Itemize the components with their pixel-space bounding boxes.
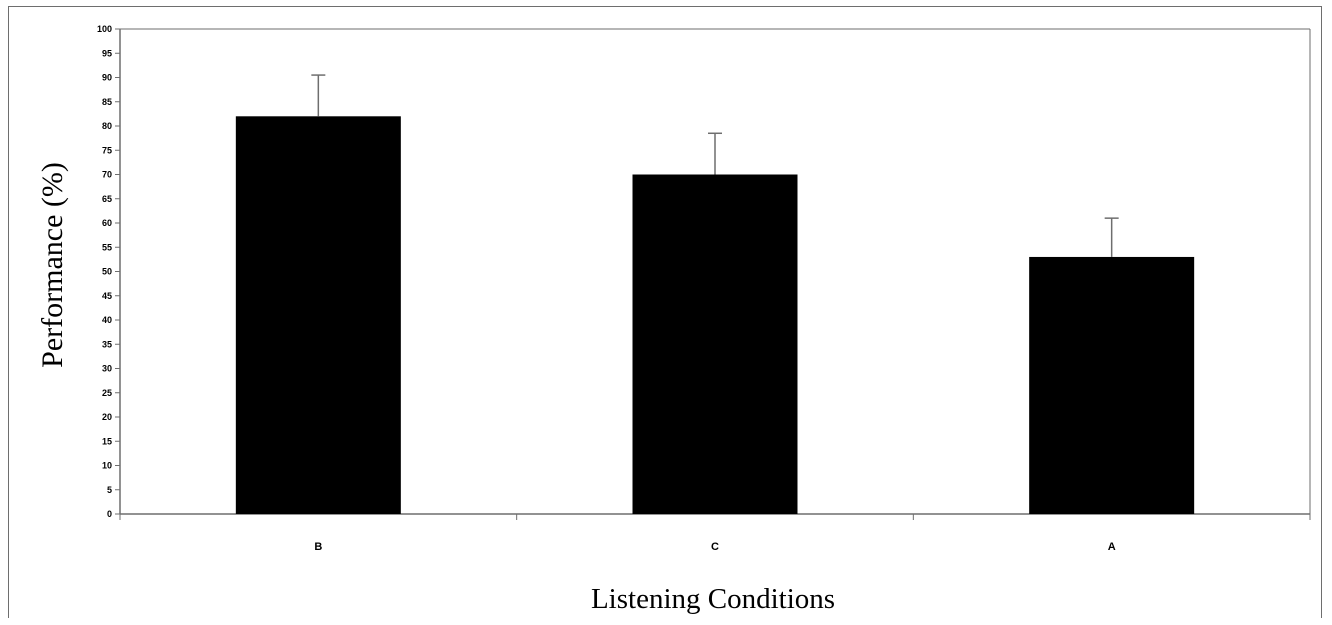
x-axis-title: Listening Conditions bbox=[591, 583, 835, 615]
y-tick-label: 20 bbox=[102, 412, 112, 422]
y-tick-label: 30 bbox=[102, 364, 112, 374]
y-tick-label: 60 bbox=[102, 218, 112, 228]
bar bbox=[235, 116, 401, 515]
y-tick-label: 0 bbox=[107, 509, 112, 519]
y-tick-label: 65 bbox=[102, 194, 112, 204]
y-tick-label: 50 bbox=[102, 267, 112, 277]
y-tick-label: 15 bbox=[102, 436, 112, 446]
y-tick-label: 75 bbox=[102, 145, 112, 155]
y-tick-label: 10 bbox=[102, 461, 112, 471]
y-tick-label: 85 bbox=[102, 97, 112, 107]
y-tick-label: 55 bbox=[102, 242, 112, 252]
x-tick-label: C bbox=[711, 541, 719, 553]
x-tick-label: B bbox=[314, 541, 322, 553]
y-tick-label: 80 bbox=[102, 121, 112, 131]
bar bbox=[632, 174, 798, 514]
y-tick-label: 5 bbox=[107, 485, 112, 495]
y-tick-label: 95 bbox=[102, 48, 112, 58]
y-tick-label: 100 bbox=[97, 24, 112, 34]
y-tick-label: 25 bbox=[102, 388, 112, 398]
y-tick-label: 70 bbox=[102, 170, 112, 180]
y-axis-title: Performance (%) bbox=[36, 162, 69, 368]
bar bbox=[1029, 256, 1195, 514]
y-tick-label: 90 bbox=[102, 73, 112, 83]
y-tick-label: 45 bbox=[102, 291, 112, 301]
x-tick-label: A bbox=[1108, 541, 1116, 553]
y-tick-label: 40 bbox=[102, 315, 112, 325]
y-tick-label: 35 bbox=[102, 339, 112, 349]
